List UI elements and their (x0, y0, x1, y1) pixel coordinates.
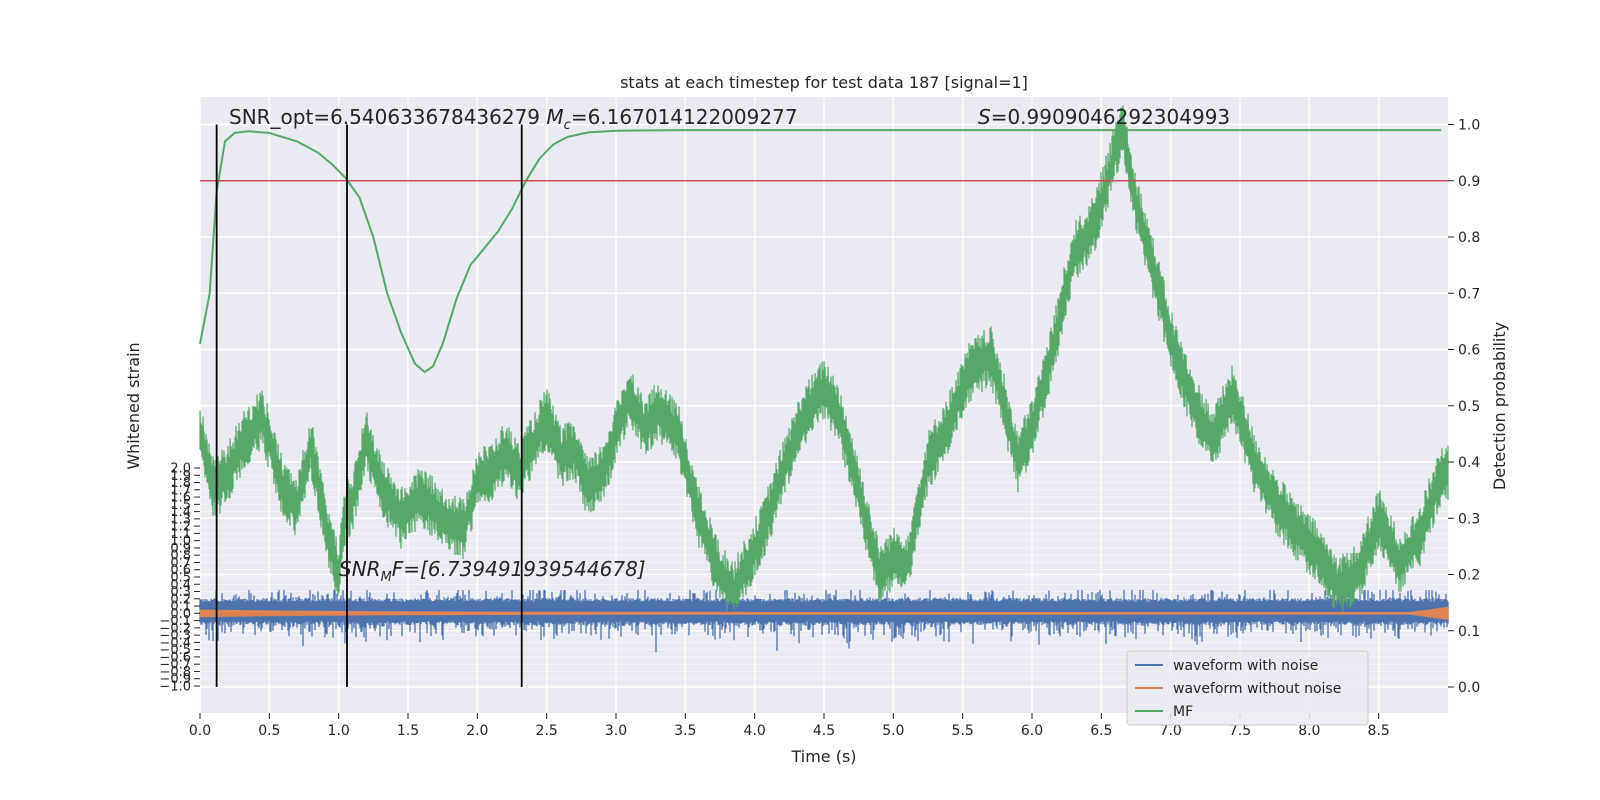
x-tick-label: 6.0 (1021, 723, 1043, 739)
y-axis-left-label: Whitened strain (124, 342, 143, 469)
series-detection-probability (199, 129, 1442, 373)
y-left-tick-label: 0.9 (170, 541, 191, 556)
y-right-tick-label: 0.2 (1458, 568, 1480, 584)
y-right-tick-label: 0.8 (1458, 230, 1480, 246)
x-tick-label: 3.5 (674, 723, 696, 739)
x-tick-label: 0.0 (189, 723, 211, 739)
x-tick-label: 8.5 (1368, 723, 1390, 739)
y-left-tick-label: −0.6 (159, 650, 191, 665)
x-tick-label: 1.0 (328, 723, 350, 739)
s-symbol: S (978, 105, 991, 129)
y-axis-right-ticks: 0.0 0.1 0.2 0.3 0.4 0.5 0.6 0.7 0.8 0.9 1.0 (1448, 118, 1480, 696)
y-left-tick-label: 0.6 (170, 563, 191, 578)
y-left-tick-label: −0.1 (159, 614, 191, 629)
y-right-tick-label: 0.7 (1458, 286, 1480, 302)
x-tick-label: 5.0 (882, 723, 904, 739)
snr-mf-symbol: SNR (339, 557, 381, 581)
y-left-tick-label: −0.2 (159, 621, 191, 636)
y-right-tick-label: 1.0 (1458, 118, 1480, 134)
mc-value: =6.167014122009277 (571, 105, 798, 129)
y-left-tick-label: −1.0 (159, 680, 191, 695)
snr-opt-annotation: SNR_opt=6.540633678436279 Mc=6.167014122… (229, 105, 798, 133)
legend-box (1126, 650, 1369, 726)
x-tick-label: 5.5 (952, 723, 974, 739)
y-right-tick-label: 0.0 (1458, 680, 1480, 696)
x-tick-label: 7.0 (1160, 723, 1182, 739)
y-left-tick-label: 2.0 (170, 462, 191, 477)
mc-symbol: M (546, 105, 563, 129)
snr-opt-text: SNR_opt=6.540633678436279 (229, 105, 546, 129)
y-left-tick-label: 0.3 (170, 585, 191, 600)
y-left-tick-label: 1.2 (170, 520, 191, 535)
y-right-tick-label: 0.9 (1458, 174, 1480, 190)
y-left-tick-label: −0.7 (159, 658, 191, 673)
mc-subscript: c (564, 118, 571, 133)
x-tick-label: 7.5 (1229, 723, 1251, 739)
y-left-tick-label: −0.5 (159, 643, 191, 658)
plot-area (199, 97, 1449, 713)
x-tick-label: 4.5 (813, 723, 835, 739)
y-left-tick-label: 0.2 (170, 592, 191, 607)
y-left-tick-label: 0.1 (170, 600, 191, 615)
y-right-tick-label: 0.6 (1458, 343, 1480, 359)
legend-label: waveform with noise (1173, 658, 1318, 674)
s-value: =0.9909046292304993 (991, 105, 1230, 129)
annotations: SNR_opt=6.540633678436279 Mc=6.167014122… (229, 105, 1230, 585)
snr-mf-annotation: SNRMF=[6.739491939544678] (339, 557, 646, 585)
x-tick-label: 2.0 (466, 723, 488, 739)
y-left-tick-label: 1.5 (170, 498, 191, 513)
x-tick-label: 8.0 (1298, 723, 1320, 739)
y-right-tick-label: 0.4 (1458, 455, 1480, 471)
y-right-tick-label: 0.1 (1458, 624, 1480, 640)
y-left-tick-label: −0.8 (159, 665, 191, 680)
y-left-tick-label: 0.8 (170, 549, 191, 564)
y-left-tick-label: 0.4 (170, 578, 191, 593)
x-tick-label: 6.5 (1090, 723, 1112, 739)
snr-mf-value: F=[6.739491939544678] (392, 557, 646, 581)
y-left-tick-label: −0.9 (159, 672, 191, 687)
y-left-tick-label: 0.7 (170, 556, 191, 571)
y-left-tick-label: 1.7 (170, 483, 191, 498)
y-left-tick-label: 1.1 (170, 527, 191, 542)
y-left-tick-label: −0.4 (159, 636, 191, 651)
y-left-tick-label: 1.9 (170, 469, 191, 484)
legend: waveform with noise waveform without nois… (1126, 650, 1369, 726)
snr-mf-subscript: M (381, 570, 392, 585)
s-annotation: S=0.9909046292304993 (978, 105, 1230, 129)
x-axis-ticks: 0.0 0.5 1.0 1.5 2.0 2.5 3.0 3.5 4.0 4.5 5.0 5.5 6.0 6… (189, 713, 1390, 739)
x-tick-label: 3.0 (605, 723, 627, 739)
y-left-tick-label: 1.6 (170, 491, 191, 506)
y-left-tick-label: 0.5 (170, 571, 191, 586)
y-left-tick-label: 1.0 (170, 534, 191, 549)
x-axis-label: Time (s) (790, 747, 856, 766)
y-left-tick-label: 1.4 (170, 505, 191, 520)
x-tick-label: 4.0 (744, 723, 766, 739)
y-left-tick-label: 1.8 (170, 476, 191, 491)
y-left-tick-label: 0.0 (170, 607, 191, 622)
chart-title: stats at each timestep for test data 187… (620, 73, 1028, 92)
y-right-tick-label: 0.5 (1458, 399, 1480, 415)
y-left-tick-label: −0.3 (159, 629, 191, 644)
x-tick-label: 2.5 (536, 723, 558, 739)
x-tick-label: 1.5 (397, 723, 419, 739)
series-mf-snr (199, 105, 1449, 613)
y-left-tick-label: 1.3 (170, 512, 191, 527)
y-axis-right-label: Detection probability (1490, 322, 1509, 490)
y-axis-left-ticks: −1.0−0.9−0.8−0.7−0.6−0.5−0.4−0.3−0.2−0.1… (159, 462, 200, 695)
legend-label: waveform without noise (1173, 681, 1341, 697)
x-tick-label: 0.5 (258, 723, 280, 739)
y-right-tick-label: 0.3 (1458, 511, 1480, 527)
legend-label: MF (1173, 704, 1193, 720)
